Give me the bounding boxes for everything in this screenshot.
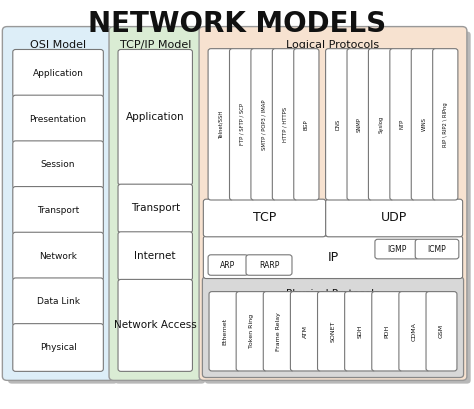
Text: BGP: BGP xyxy=(304,119,309,130)
FancyBboxPatch shape xyxy=(208,255,248,275)
FancyBboxPatch shape xyxy=(345,292,375,371)
Text: Presentation: Presentation xyxy=(29,115,87,124)
FancyBboxPatch shape xyxy=(13,324,103,371)
Text: Network Access: Network Access xyxy=(114,320,197,330)
FancyBboxPatch shape xyxy=(202,277,464,378)
FancyBboxPatch shape xyxy=(294,49,319,200)
FancyBboxPatch shape xyxy=(203,199,326,237)
Text: Physical Protocols: Physical Protocols xyxy=(286,289,380,299)
Text: Internet: Internet xyxy=(135,251,176,261)
FancyBboxPatch shape xyxy=(246,255,292,275)
Text: SONET: SONET xyxy=(330,321,336,342)
Text: NTP: NTP xyxy=(400,119,405,130)
Text: ATM: ATM xyxy=(303,325,309,338)
Text: ICMP: ICMP xyxy=(428,245,447,254)
FancyBboxPatch shape xyxy=(372,292,403,371)
Text: Syslog: Syslog xyxy=(379,116,383,133)
FancyBboxPatch shape xyxy=(13,278,103,326)
Text: SDH: SDH xyxy=(357,324,363,338)
Text: Application: Application xyxy=(126,112,184,122)
FancyBboxPatch shape xyxy=(118,232,192,280)
Text: TCP: TCP xyxy=(253,211,276,225)
FancyBboxPatch shape xyxy=(209,292,240,371)
FancyBboxPatch shape xyxy=(13,187,103,234)
FancyBboxPatch shape xyxy=(433,49,458,200)
FancyBboxPatch shape xyxy=(205,31,471,384)
FancyBboxPatch shape xyxy=(13,232,103,280)
Text: FTP / SFTP / SCP: FTP / SFTP / SCP xyxy=(239,103,245,145)
FancyBboxPatch shape xyxy=(390,49,415,200)
FancyBboxPatch shape xyxy=(411,49,437,200)
FancyBboxPatch shape xyxy=(375,239,419,259)
FancyBboxPatch shape xyxy=(115,31,205,384)
Text: Physical: Physical xyxy=(40,343,76,352)
Text: CDMA: CDMA xyxy=(412,322,417,341)
FancyBboxPatch shape xyxy=(13,141,103,189)
FancyBboxPatch shape xyxy=(229,49,255,200)
FancyBboxPatch shape xyxy=(368,49,393,200)
FancyBboxPatch shape xyxy=(13,49,103,97)
FancyBboxPatch shape xyxy=(118,279,192,371)
Text: OSI Model: OSI Model xyxy=(30,40,86,49)
Text: IP: IP xyxy=(328,251,338,264)
Text: Transport: Transport xyxy=(131,203,180,213)
Text: Logical Protocols: Logical Protocols xyxy=(286,40,380,49)
FancyBboxPatch shape xyxy=(326,199,463,237)
Text: Transport: Transport xyxy=(37,206,79,215)
FancyBboxPatch shape xyxy=(326,49,351,200)
Text: RARP: RARP xyxy=(259,261,279,270)
Text: PDH: PDH xyxy=(385,325,390,338)
FancyBboxPatch shape xyxy=(273,49,298,200)
Text: ARP: ARP xyxy=(220,261,236,270)
FancyBboxPatch shape xyxy=(199,27,467,380)
Text: TCP/IP Model: TCP/IP Model xyxy=(119,40,191,49)
Text: UDP: UDP xyxy=(381,211,407,225)
Text: RIP \ RIP2 \ RIPng: RIP \ RIP2 \ RIPng xyxy=(443,102,448,147)
Text: Frame Relay: Frame Relay xyxy=(276,312,281,351)
FancyBboxPatch shape xyxy=(109,27,201,380)
FancyBboxPatch shape xyxy=(263,292,294,371)
FancyBboxPatch shape xyxy=(236,292,267,371)
Text: Ethernet: Ethernet xyxy=(222,318,227,345)
FancyBboxPatch shape xyxy=(318,292,348,371)
Text: DNS: DNS xyxy=(336,119,341,130)
Text: Telnet/SSH: Telnet/SSH xyxy=(218,110,223,139)
FancyBboxPatch shape xyxy=(118,49,192,185)
FancyBboxPatch shape xyxy=(291,292,321,371)
Text: Network: Network xyxy=(39,252,77,261)
Text: SMTP / POP3 / IMAP: SMTP / POP3 / IMAP xyxy=(261,99,266,150)
Text: IGMP: IGMP xyxy=(387,245,406,254)
FancyBboxPatch shape xyxy=(399,292,430,371)
Text: Token Ring: Token Ring xyxy=(249,314,254,348)
FancyBboxPatch shape xyxy=(208,49,233,200)
FancyBboxPatch shape xyxy=(8,31,118,384)
FancyBboxPatch shape xyxy=(251,49,276,200)
FancyBboxPatch shape xyxy=(203,236,463,279)
FancyBboxPatch shape xyxy=(426,292,457,371)
Text: NETWORK MODELS: NETWORK MODELS xyxy=(88,10,386,38)
Text: Application: Application xyxy=(33,69,83,78)
FancyBboxPatch shape xyxy=(2,27,114,380)
Text: SNMP: SNMP xyxy=(357,117,362,132)
Text: WINS: WINS xyxy=(421,117,427,131)
Text: GSM: GSM xyxy=(439,324,444,338)
FancyBboxPatch shape xyxy=(415,239,459,259)
Text: HTTP / HTTPS: HTTP / HTTPS xyxy=(283,107,287,142)
Text: Data Link: Data Link xyxy=(36,297,80,306)
FancyBboxPatch shape xyxy=(347,49,372,200)
FancyBboxPatch shape xyxy=(118,184,192,233)
FancyBboxPatch shape xyxy=(13,95,103,143)
Text: Session: Session xyxy=(41,160,75,169)
